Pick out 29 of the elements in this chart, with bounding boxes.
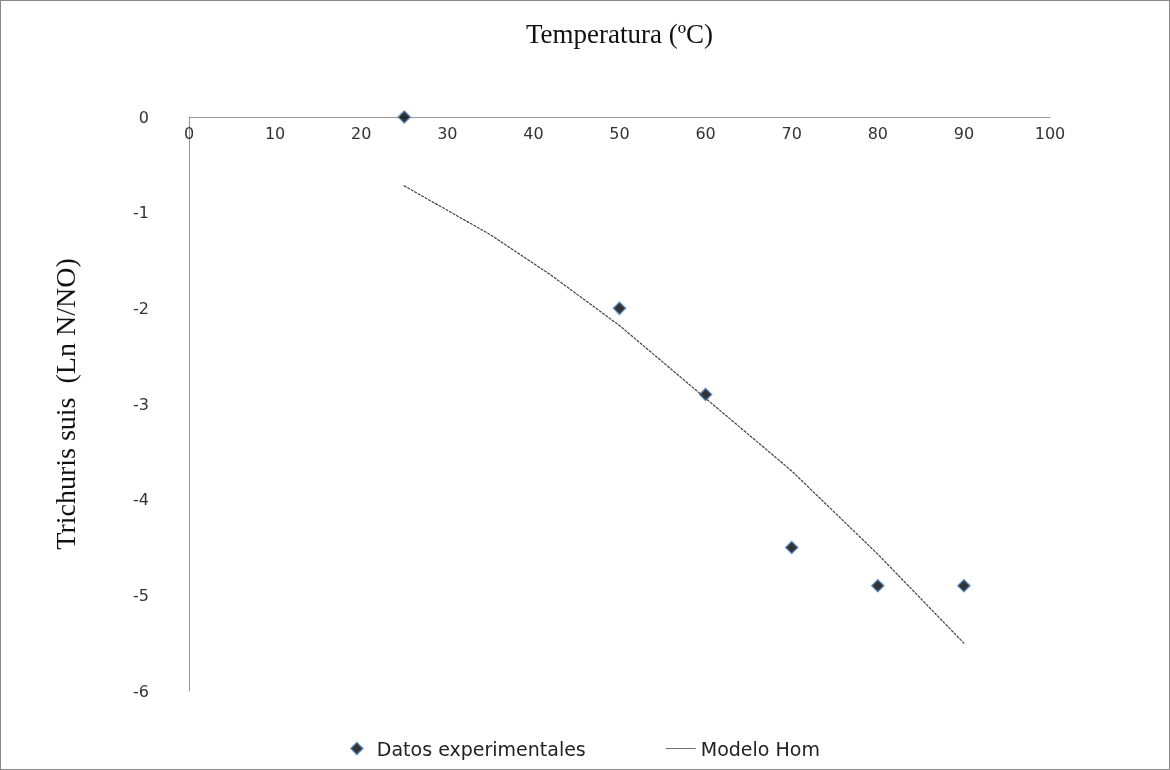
x-tick-label: 100 — [1034, 123, 1066, 143]
point — [397, 110, 411, 124]
point — [612, 301, 627, 316]
x-tick-label: 20 — [351, 123, 372, 143]
line-series — [403, 185, 965, 644]
x-tick-label: 40 — [523, 123, 544, 143]
x-axis-title: Temperatura (ºC) — [525, 18, 714, 49]
y-tick-label: -2 — [133, 298, 149, 318]
point — [957, 579, 971, 593]
legend-label: Datos experimentales — [376, 737, 586, 760]
point — [784, 540, 799, 555]
y-tick-label: -4 — [133, 490, 149, 510]
point — [698, 387, 713, 402]
legend-label: Modelo Hom — [700, 737, 820, 760]
x-tick-label: 0 — [183, 123, 195, 143]
y-axis-title: Trichuris suis (Ln N/NO) — [49, 258, 81, 550]
y-tick-label: -5 — [133, 585, 149, 605]
x-tick-label: 10 — [264, 123, 286, 143]
y-tick-label: -6 — [133, 681, 149, 701]
y-tick-label: -1 — [133, 203, 149, 223]
point — [871, 579, 885, 593]
x-tick-label: 60 — [695, 123, 716, 143]
x-tick-label: 30 — [437, 123, 458, 143]
y-tick-label: -3 — [133, 394, 149, 414]
x-tick-label: 80 — [867, 123, 888, 143]
x-tick-label: 50 — [609, 123, 630, 143]
y-tick-label: 0 — [138, 107, 149, 127]
x-tick-label: 70 — [781, 123, 802, 143]
x-tick-label: 90 — [953, 123, 975, 143]
